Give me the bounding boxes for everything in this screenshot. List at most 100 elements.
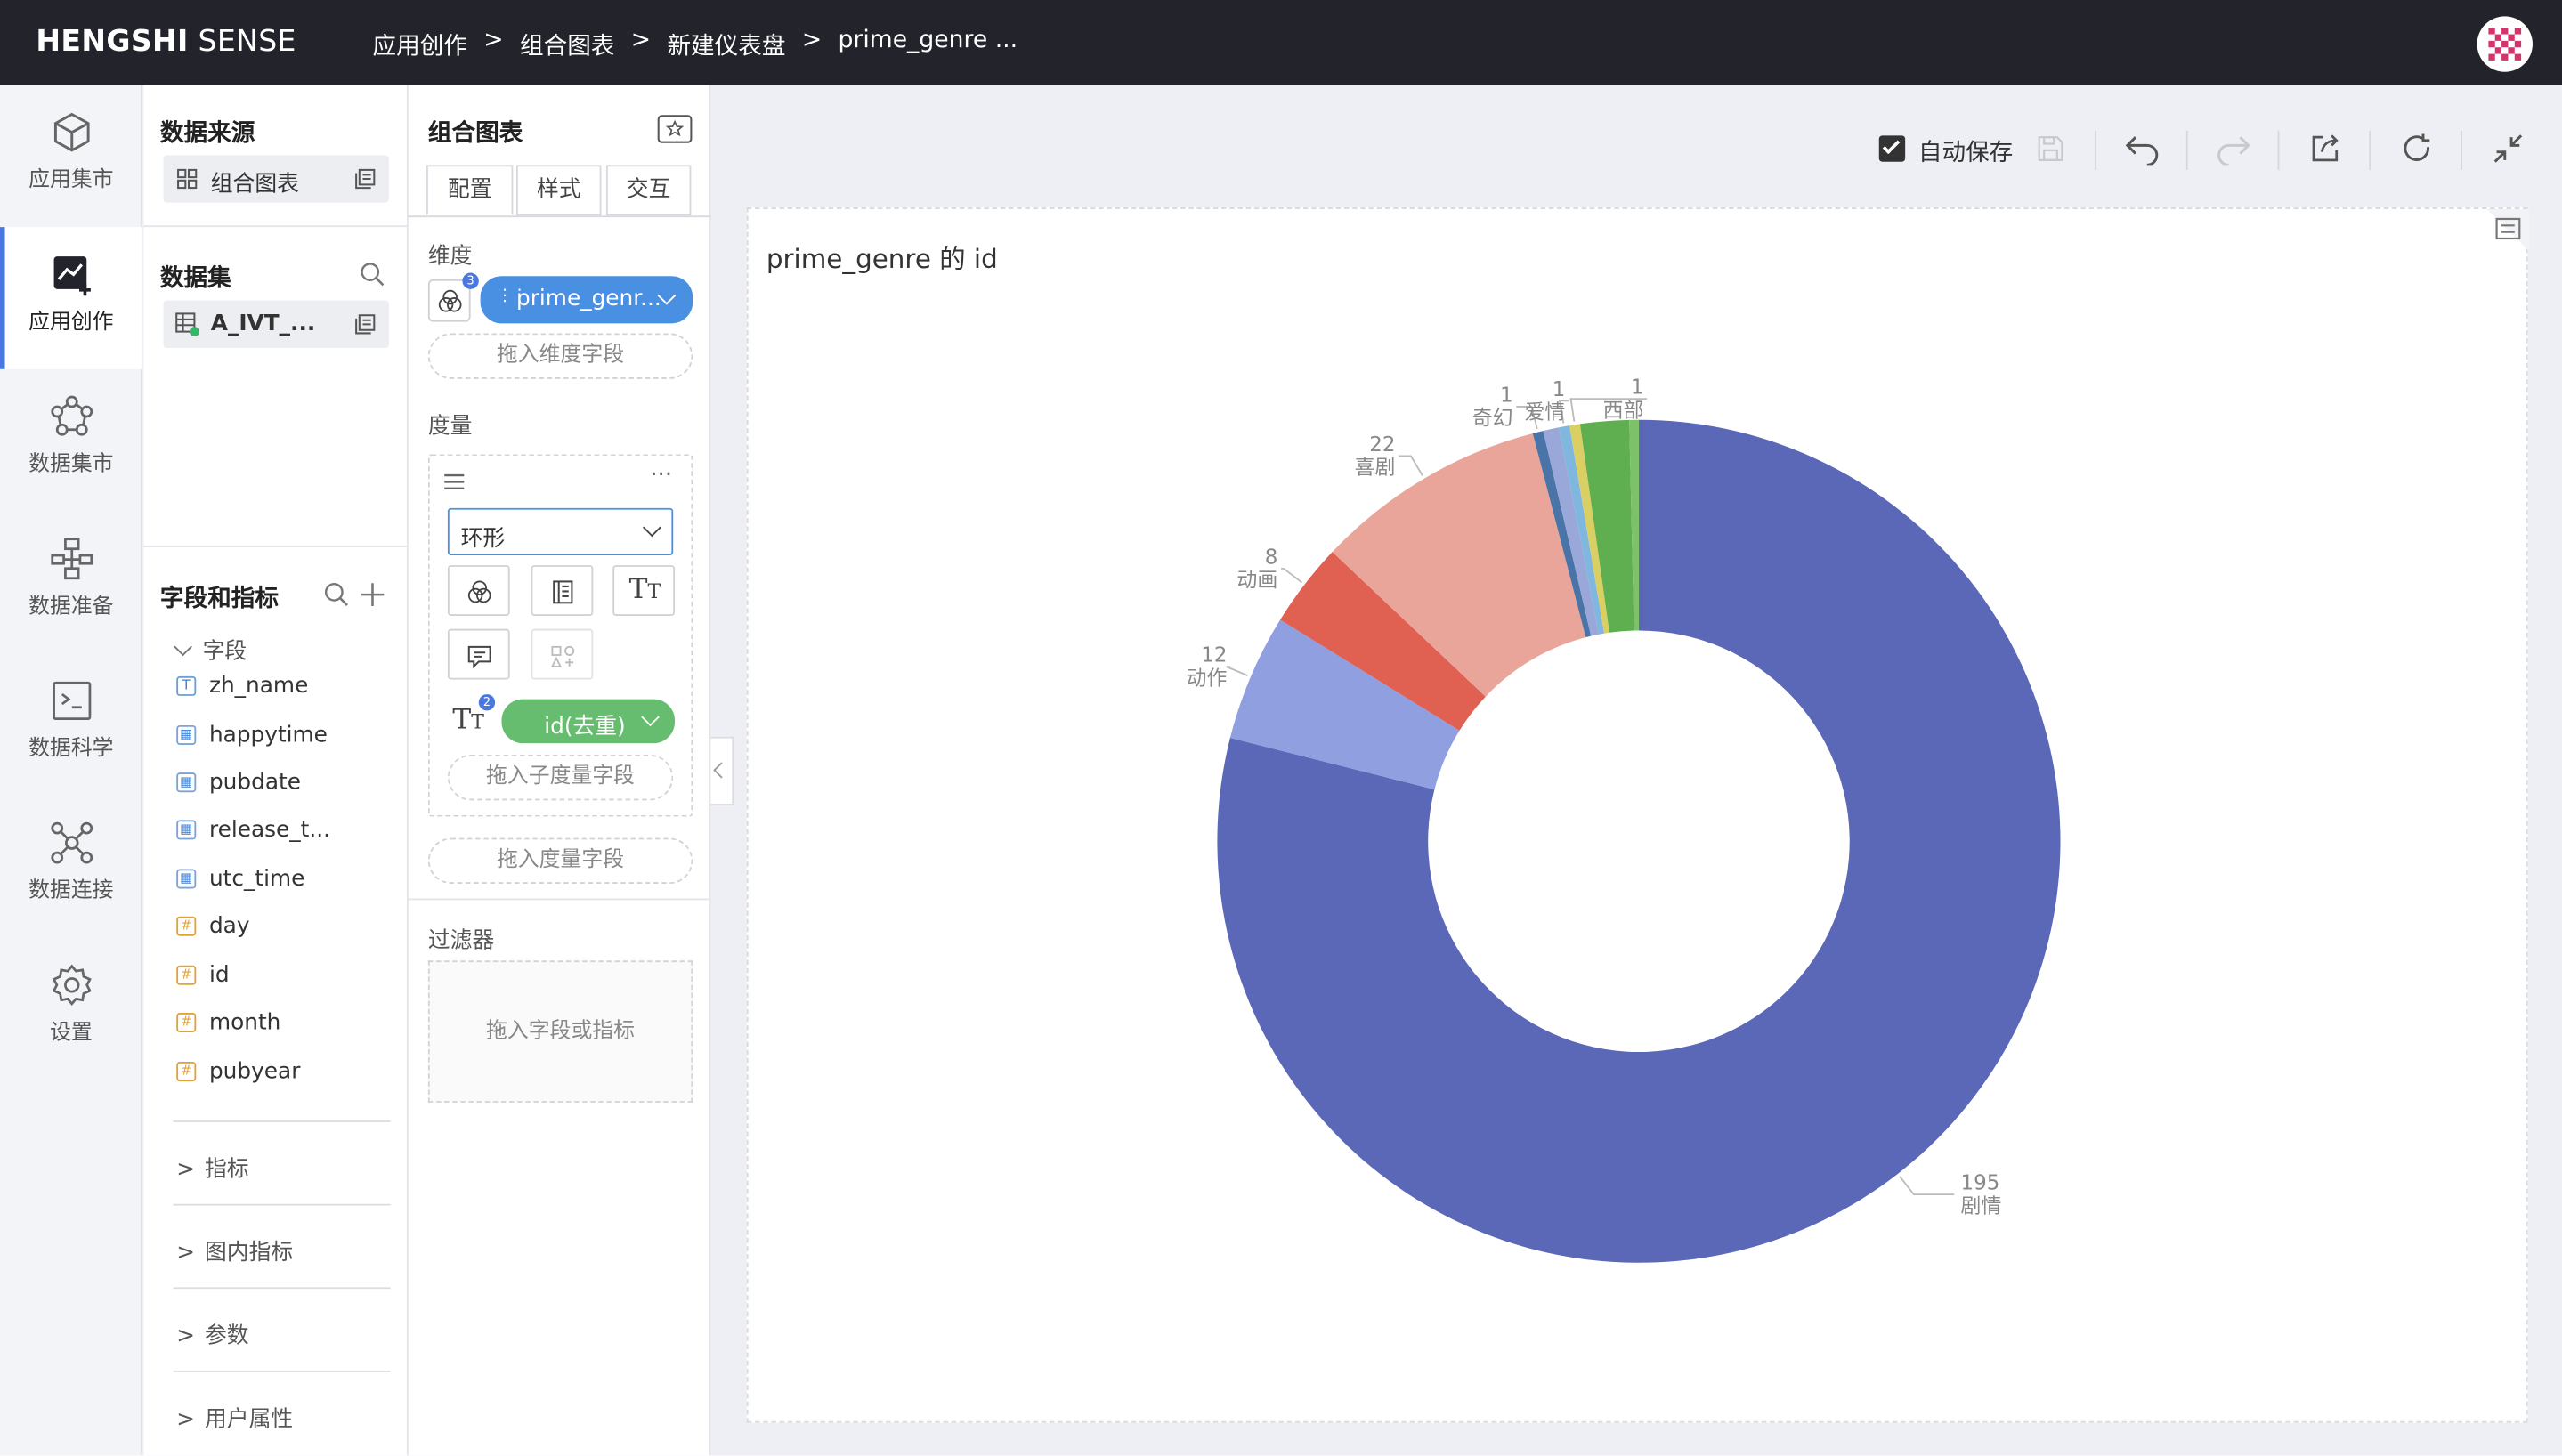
redo-icon[interactable] (2216, 133, 2251, 166)
section-params[interactable]: > 参数 (176, 1316, 248, 1349)
tab-interact[interactable]: 交互 (605, 165, 692, 216)
nav-item-data-science[interactable]: 数据科学 (0, 653, 142, 796)
measure-group: ··· 环形 TT TT 2 id(去重) 拖入子度量字段 (427, 454, 693, 817)
field-item[interactable]: ▦ utc_time (176, 866, 304, 892)
undo-icon[interactable] (2124, 133, 2160, 166)
breadcrumb-item[interactable]: 应用创作 (372, 34, 467, 61)
pie-slice[interactable] (1629, 419, 1639, 631)
search-icon[interactable] (323, 581, 349, 607)
data-label-category: 西部 (1603, 399, 1644, 422)
label-encoding-button[interactable]: TT (612, 565, 676, 616)
field-item[interactable]: # month (176, 1009, 281, 1036)
filter-drop-zone[interactable]: 拖入字段或指标 (427, 960, 693, 1103)
dataset-title: 数据集 (159, 266, 231, 293)
tab-style[interactable]: 样式 (516, 165, 602, 216)
color-encoding-button[interactable] (447, 565, 510, 616)
data-label-category: 奇幻 (1472, 407, 1513, 430)
divider (173, 1203, 391, 1206)
nav-item-app-market[interactable]: 应用集市 (0, 85, 142, 227)
canvas-toolbar: 自动保存 (712, 85, 2562, 208)
label-leader-line (1558, 400, 1569, 424)
data-source-title: 数据来源 (159, 120, 255, 148)
tab-underline (408, 215, 711, 218)
label-leader-line (1226, 666, 1248, 676)
share-icon[interactable] (2309, 133, 2342, 166)
field-item[interactable]: ▦ release_t... (176, 817, 330, 843)
measure-drop-zone[interactable]: 拖入度量字段 (427, 837, 693, 884)
breadcrumb-item[interactable]: 组合图表 (519, 34, 615, 61)
number-type-icon: # (176, 916, 197, 936)
dataset-item[interactable]: A_IVT_... (163, 300, 389, 348)
autosave-checkbox[interactable] (1878, 135, 1906, 162)
chart-type-select[interactable]: 环形 (447, 507, 674, 556)
pie-slice[interactable] (1579, 419, 1634, 633)
section-metrics[interactable]: > 指标 (176, 1150, 248, 1183)
fields-group-header[interactable]: 字段 (174, 632, 247, 665)
data-source-item[interactable]: 组合图表 (163, 155, 389, 203)
measure-pill[interactable]: id(去重) (501, 699, 676, 744)
refresh-icon[interactable] (2400, 133, 2433, 166)
number-type-icon: # (176, 1062, 197, 1082)
section-chart-metrics[interactable]: > 图内指标 (176, 1234, 293, 1266)
chart-create-icon (53, 256, 90, 296)
nav-item-data-connect[interactable]: 数据连接 (0, 796, 142, 938)
chart-corner-menu-icon[interactable] (2486, 208, 2530, 252)
field-item[interactable]: # day (176, 913, 250, 939)
star-frame-icon[interactable] (657, 114, 693, 143)
pie-slice[interactable] (1543, 427, 1600, 636)
add-icon[interactable] (360, 581, 385, 607)
field-name: month (208, 1009, 281, 1036)
menu-icon[interactable] (442, 472, 466, 491)
pie-slice[interactable] (1532, 431, 1592, 638)
data-label-category: 动作 (1187, 667, 1228, 690)
chevron-right-icon: > (176, 1323, 195, 1350)
pie-slice[interactable] (1217, 419, 2061, 1263)
search-icon[interactable] (360, 262, 385, 287)
dimension-type-button[interactable]: 3 (427, 272, 479, 322)
drag-handle-icon: ⋮⋮ (496, 287, 528, 306)
avatar[interactable] (2477, 16, 2533, 72)
collapse-panel-handle[interactable] (710, 736, 734, 805)
dimension-pill[interactable]: ⋮⋮ prime_genr... (480, 276, 693, 324)
nav-label: 设置 (49, 1021, 93, 1046)
copy-icon[interactable] (354, 168, 376, 190)
nav-item-data-market[interactable]: 数据集市 (0, 369, 142, 512)
toolbar-divider (2369, 130, 2371, 170)
section-user-attrs[interactable]: > 用户属性 (176, 1400, 294, 1433)
tooltip-encoding-button[interactable] (447, 628, 510, 680)
divider (143, 546, 409, 547)
breadcrumb-separator: > (801, 28, 823, 54)
pie-slice[interactable] (1559, 425, 1604, 635)
nav-item-app-create[interactable]: 应用创作 (0, 227, 142, 369)
venn-icon (467, 580, 491, 603)
tab-config[interactable]: 配置 (426, 165, 514, 216)
shape-encoding-button[interactable] (531, 628, 594, 680)
measure-pill-label: id(去重) (544, 714, 626, 740)
nav-item-data-prep[interactable]: 数据准备 (0, 511, 142, 653)
pie-slice[interactable] (1332, 433, 1586, 697)
field-item[interactable]: # id (176, 962, 230, 988)
breadcrumb-item[interactable]: 新建仪表盘 (667, 34, 786, 61)
section-label: 指标 (205, 1156, 249, 1183)
sub-measure-drop-zone[interactable]: 拖入子度量字段 (447, 754, 674, 801)
measure-label-button[interactable]: TT 2 (448, 694, 496, 742)
pie-slice[interactable] (1569, 424, 1609, 634)
copy-icon[interactable] (354, 313, 376, 335)
gear-icon (51, 964, 91, 1007)
save-icon[interactable] (2036, 134, 2065, 164)
field-item[interactable]: ▦ pubdate (176, 770, 301, 796)
field-item[interactable]: ▦ happytime (176, 722, 328, 748)
chart-card[interactable]: prime_genre 的 id 195 剧情 12 动作 8 动画 22 喜剧 1 奇幻 1 爱情 1… (746, 207, 2530, 1423)
pie-slice[interactable] (1229, 619, 1460, 790)
data-label-category: 喜剧 (1355, 457, 1396, 480)
pie-slice[interactable] (1280, 552, 1486, 731)
size-encoding-button[interactable] (531, 565, 594, 616)
field-item[interactable]: # pubyear (176, 1058, 300, 1085)
data-label-value: 1 (1553, 378, 1566, 401)
section-label: 用户属性 (205, 1406, 294, 1433)
collapse-icon[interactable] (2492, 133, 2525, 166)
more-icon[interactable]: ··· (650, 462, 673, 489)
dimension-drop-zone[interactable]: 拖入维度字段 (427, 333, 693, 379)
nav-item-settings[interactable]: 设置 (0, 938, 142, 1080)
